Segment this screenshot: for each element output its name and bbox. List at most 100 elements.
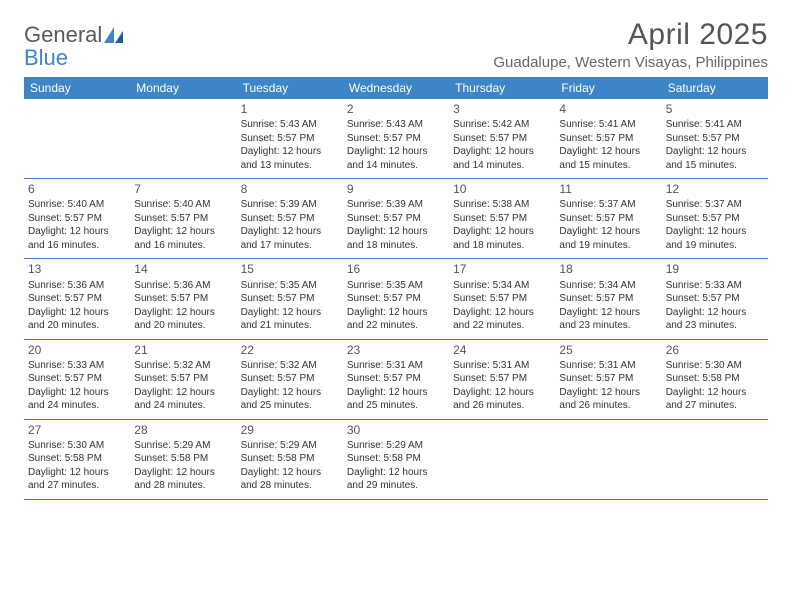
day-cell: 16Sunrise: 5:35 AMSunset: 5:57 PMDayligh… — [343, 259, 449, 338]
daylight-line-1: Daylight: 12 hours — [453, 306, 551, 320]
sunrise-line: Sunrise: 5:35 AM — [241, 279, 339, 293]
day-cell: 27Sunrise: 5:30 AMSunset: 5:58 PMDayligh… — [24, 420, 130, 499]
day-number: 15 — [241, 261, 339, 278]
day-number: 23 — [347, 342, 445, 359]
daylight-line-1: Daylight: 12 hours — [241, 386, 339, 400]
day-cell: 14Sunrise: 5:36 AMSunset: 5:57 PMDayligh… — [130, 259, 236, 338]
day-number: 19 — [666, 261, 764, 278]
sunset-line: Sunset: 5:57 PM — [453, 132, 551, 146]
daylight-line-2: and 18 minutes. — [347, 239, 445, 253]
week-row: 20Sunrise: 5:33 AMSunset: 5:57 PMDayligh… — [24, 340, 768, 420]
sunrise-line: Sunrise: 5:34 AM — [453, 279, 551, 293]
weekday-header: Wednesday — [343, 77, 449, 99]
sunrise-line: Sunrise: 5:29 AM — [241, 439, 339, 453]
daylight-line-1: Daylight: 12 hours — [559, 145, 657, 159]
sunrise-line: Sunrise: 5:40 AM — [134, 198, 232, 212]
weekday-header-row: Sunday Monday Tuesday Wednesday Thursday… — [24, 77, 768, 99]
sunset-line: Sunset: 5:57 PM — [559, 212, 657, 226]
title-block: April 2025 Guadalupe, Western Visayas, P… — [493, 18, 768, 71]
day-number: 14 — [134, 261, 232, 278]
sunset-line: Sunset: 5:57 PM — [28, 292, 126, 306]
week-row: 6Sunrise: 5:40 AMSunset: 5:57 PMDaylight… — [24, 179, 768, 259]
sunrise-line: Sunrise: 5:31 AM — [559, 359, 657, 373]
daylight-line-1: Daylight: 12 hours — [241, 306, 339, 320]
day-cell: 22Sunrise: 5:32 AMSunset: 5:57 PMDayligh… — [237, 340, 343, 419]
sunset-line: Sunset: 5:57 PM — [134, 292, 232, 306]
day-number: 22 — [241, 342, 339, 359]
daylight-line-1: Daylight: 12 hours — [241, 225, 339, 239]
sunrise-line: Sunrise: 5:34 AM — [559, 279, 657, 293]
day-number: 10 — [453, 181, 551, 198]
sunrise-line: Sunrise: 5:30 AM — [666, 359, 764, 373]
daylight-line-1: Daylight: 12 hours — [559, 386, 657, 400]
day-number: 4 — [559, 101, 657, 118]
daylight-line-2: and 29 minutes. — [347, 479, 445, 493]
daylight-line-2: and 18 minutes. — [453, 239, 551, 253]
weekday-header: Friday — [555, 77, 661, 99]
daylight-line-2: and 21 minutes. — [241, 319, 339, 333]
day-cell: 18Sunrise: 5:34 AMSunset: 5:57 PMDayligh… — [555, 259, 661, 338]
daylight-line-1: Daylight: 12 hours — [28, 225, 126, 239]
sunset-line: Sunset: 5:58 PM — [666, 372, 764, 386]
daylight-line-2: and 14 minutes. — [453, 159, 551, 173]
day-number: 9 — [347, 181, 445, 198]
sunset-line: Sunset: 5:57 PM — [347, 292, 445, 306]
sunset-line: Sunset: 5:57 PM — [134, 212, 232, 226]
day-cell: 12Sunrise: 5:37 AMSunset: 5:57 PMDayligh… — [662, 179, 768, 258]
sunset-line: Sunset: 5:57 PM — [347, 372, 445, 386]
day-number: 30 — [347, 422, 445, 439]
daylight-line-1: Daylight: 12 hours — [28, 306, 126, 320]
sunset-line: Sunset: 5:57 PM — [241, 292, 339, 306]
daylight-line-1: Daylight: 12 hours — [134, 306, 232, 320]
day-cell — [449, 420, 555, 499]
sunset-line: Sunset: 5:57 PM — [453, 212, 551, 226]
day-cell: 3Sunrise: 5:42 AMSunset: 5:57 PMDaylight… — [449, 99, 555, 178]
daylight-line-1: Daylight: 12 hours — [347, 386, 445, 400]
day-number: 25 — [559, 342, 657, 359]
sunrise-line: Sunrise: 5:43 AM — [241, 118, 339, 132]
day-cell — [24, 99, 130, 178]
daylight-line-2: and 16 minutes. — [134, 239, 232, 253]
location-subtitle: Guadalupe, Western Visayas, Philippines — [493, 54, 768, 71]
sunset-line: Sunset: 5:57 PM — [666, 292, 764, 306]
sunset-line: Sunset: 5:57 PM — [347, 212, 445, 226]
day-number: 7 — [134, 181, 232, 198]
sunrise-line: Sunrise: 5:39 AM — [241, 198, 339, 212]
sunset-line: Sunset: 5:57 PM — [347, 132, 445, 146]
day-cell: 30Sunrise: 5:29 AMSunset: 5:58 PMDayligh… — [343, 420, 449, 499]
daylight-line-1: Daylight: 12 hours — [347, 145, 445, 159]
sunset-line: Sunset: 5:58 PM — [347, 452, 445, 466]
sunset-line: Sunset: 5:57 PM — [666, 212, 764, 226]
daylight-line-2: and 26 minutes. — [559, 399, 657, 413]
sunset-line: Sunset: 5:57 PM — [241, 132, 339, 146]
day-number: 3 — [453, 101, 551, 118]
day-number: 26 — [666, 342, 764, 359]
daylight-line-2: and 19 minutes. — [666, 239, 764, 253]
day-number: 2 — [347, 101, 445, 118]
week-row: 1Sunrise: 5:43 AMSunset: 5:57 PMDaylight… — [24, 99, 768, 179]
day-number: 24 — [453, 342, 551, 359]
sunrise-line: Sunrise: 5:29 AM — [347, 439, 445, 453]
daylight-line-2: and 19 minutes. — [559, 239, 657, 253]
day-cell: 5Sunrise: 5:41 AMSunset: 5:57 PMDaylight… — [662, 99, 768, 178]
daylight-line-2: and 23 minutes. — [559, 319, 657, 333]
daylight-line-2: and 13 minutes. — [241, 159, 339, 173]
day-cell — [662, 420, 768, 499]
daylight-line-1: Daylight: 12 hours — [559, 306, 657, 320]
day-cell: 9Sunrise: 5:39 AMSunset: 5:57 PMDaylight… — [343, 179, 449, 258]
sunrise-line: Sunrise: 5:36 AM — [28, 279, 126, 293]
sunrise-line: Sunrise: 5:41 AM — [559, 118, 657, 132]
daylight-line-1: Daylight: 12 hours — [347, 306, 445, 320]
daylight-line-1: Daylight: 12 hours — [453, 225, 551, 239]
sunset-line: Sunset: 5:57 PM — [453, 372, 551, 386]
day-number: 8 — [241, 181, 339, 198]
sunrise-line: Sunrise: 5:37 AM — [559, 198, 657, 212]
daylight-line-1: Daylight: 12 hours — [666, 145, 764, 159]
sunset-line: Sunset: 5:57 PM — [28, 212, 126, 226]
day-number: 28 — [134, 422, 232, 439]
page-header: General Blue April 2025 Guadalupe, Weste… — [24, 18, 768, 71]
day-number: 13 — [28, 261, 126, 278]
sunrise-line: Sunrise: 5:38 AM — [453, 198, 551, 212]
daylight-line-2: and 27 minutes. — [28, 479, 126, 493]
day-cell: 23Sunrise: 5:31 AMSunset: 5:57 PMDayligh… — [343, 340, 449, 419]
